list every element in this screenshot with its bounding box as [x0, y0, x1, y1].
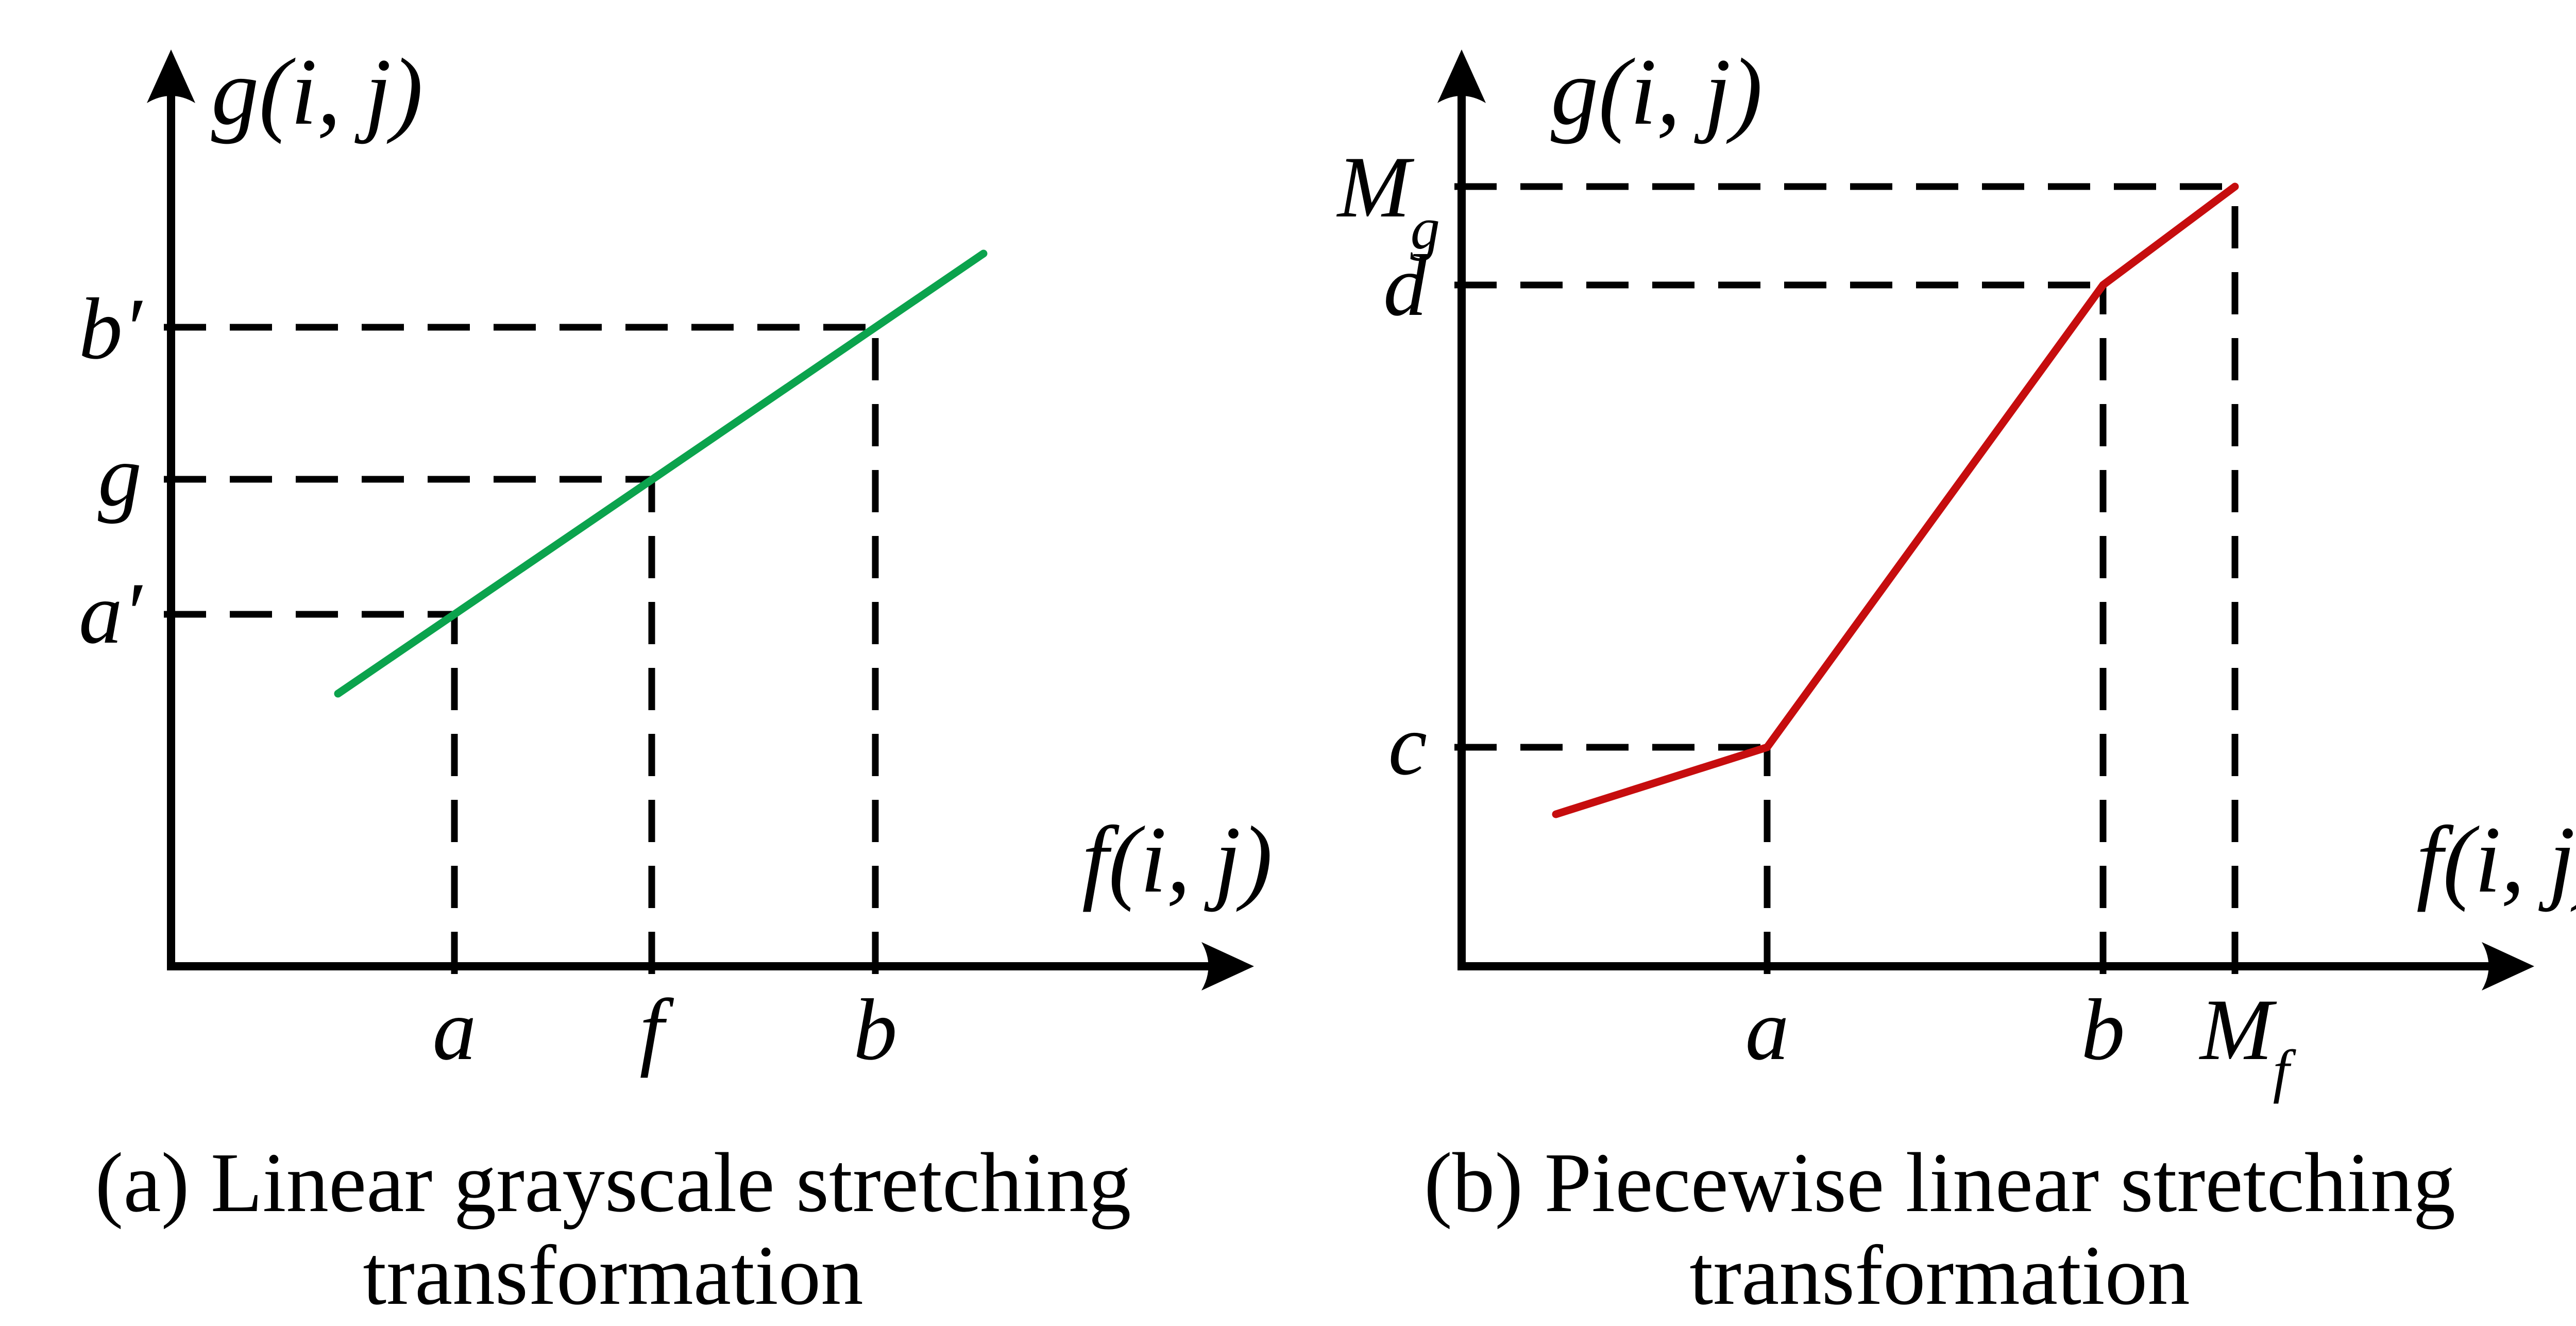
y-axis-arrow-icon — [147, 49, 195, 103]
piecewise-transform-line — [1552, 182, 2239, 818]
y-tick-label-d: d — [1383, 237, 1428, 334]
y-tick-label-Mg-main: M — [1336, 139, 1415, 236]
x-tick-label-f: f — [639, 981, 674, 1078]
y-tick-label-Mg: Mg — [1336, 139, 1440, 261]
x-tick-label-Mf: Mf — [2199, 981, 2297, 1104]
x-tick-label-a: a — [433, 981, 477, 1078]
caption-b-line2: transformation — [1689, 1228, 2190, 1322]
x-tick-label-a: a — [1745, 981, 1789, 1078]
x-tick-label-Mf-sub: f — [2273, 1038, 2297, 1104]
y-tick-label-c: c — [1388, 696, 1427, 793]
y-tick-label-Mg-sub: g — [1411, 196, 1440, 261]
y-tick-label-g: g — [98, 427, 142, 524]
linear-transform-line — [334, 249, 988, 698]
y-axis-title: g(i, j) — [211, 39, 423, 145]
y-axis-title: g(i, j) — [1551, 39, 1762, 145]
x-tick-label-Mf-main: M — [2199, 981, 2277, 1078]
x-axis-title: f(i, j) — [1082, 807, 1273, 913]
x-axis-arrow-icon — [2482, 942, 2534, 991]
y-axis-arrow-icon — [1437, 49, 1486, 103]
x-axis-title: f(i, j) — [2416, 807, 2576, 913]
y-tick-label-a-prime: a′ — [79, 565, 143, 662]
caption-b-line1: (b) Piecewise linear stretching — [1424, 1135, 2455, 1230]
caption-a-line1: (a) Linear grayscale stretching — [95, 1135, 1131, 1230]
x-tick-label-b: b — [854, 981, 897, 1078]
caption-a-line2: transformation — [363, 1228, 863, 1322]
x-axis-arrow-icon — [1201, 942, 1254, 991]
panel-a: g(i, j) f(i, j) b′ g a′ a f b (a) Linear… — [79, 39, 1273, 1322]
x-tick-label-b: b — [2081, 981, 2125, 1078]
y-tick-label-b-prime: b′ — [79, 280, 143, 377]
panel-b: g(i, j) f(i, j) Mg d c a b Mf (b) Piecew… — [1336, 39, 2576, 1322]
